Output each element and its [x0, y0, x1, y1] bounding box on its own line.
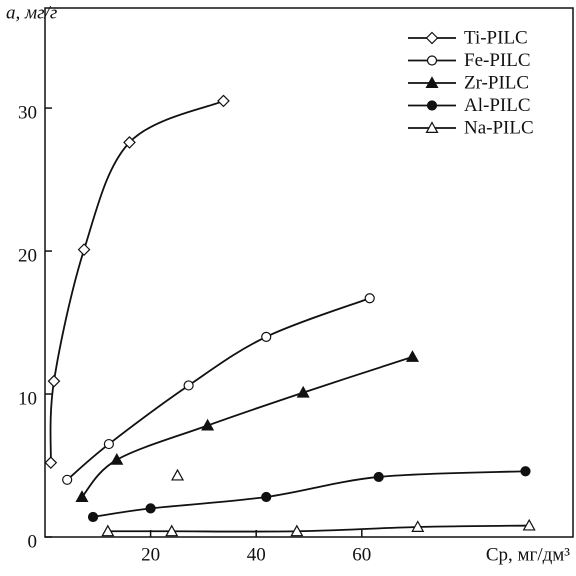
data-point — [373, 471, 384, 483]
data-point — [405, 350, 420, 362]
plot-frame — [44, 7, 574, 538]
data-point — [290, 524, 304, 537]
x-tick-label: 40 — [247, 544, 266, 565]
x-tick-label: 60 — [352, 544, 371, 565]
series-line — [92, 470, 526, 518]
data-point — [261, 491, 272, 503]
data-point — [123, 136, 136, 149]
legend-marker — [426, 100, 438, 111]
data-point — [103, 438, 114, 450]
legend-label: Na-PILC — [464, 117, 534, 138]
y-tick-label: 30 — [18, 102, 37, 123]
data-point — [145, 503, 156, 514]
legend-label: Fe-PILC — [464, 50, 531, 71]
legend-marker — [425, 31, 439, 45]
data-point — [201, 418, 215, 431]
series-line — [81, 355, 413, 498]
data-point — [411, 520, 425, 532]
x-tick-label: 20 — [141, 544, 160, 565]
data-point — [217, 94, 230, 108]
legend-label: Zr-PILC — [464, 72, 529, 93]
data-point — [261, 331, 272, 342]
legend-marker — [425, 121, 439, 133]
y-tick-label: 10 — [18, 388, 37, 409]
data-point — [522, 518, 536, 531]
data-point — [44, 456, 58, 470]
y-axis-label: a, мг/г — [6, 2, 57, 23]
legend-label: Ti-PILC — [464, 27, 528, 48]
y-tick-label: 0 — [28, 531, 38, 552]
legend-label: Al-PILC — [464, 95, 531, 116]
data-point — [62, 474, 73, 485]
data-point — [77, 243, 91, 256]
data-point — [165, 524, 179, 537]
data-point — [171, 468, 185, 481]
y-tick-label: 20 — [18, 245, 37, 266]
legend-marker — [426, 55, 438, 66]
data-point — [87, 511, 99, 523]
data-point — [110, 453, 124, 465]
data-point — [520, 466, 531, 477]
data-point — [296, 385, 310, 398]
series-line — [49, 100, 224, 463]
series-line — [107, 524, 530, 533]
data-point — [75, 490, 89, 502]
data-point — [47, 374, 61, 388]
x-axis-label: Cр, мг/дм³ — [486, 544, 570, 565]
legend-marker — [425, 76, 439, 89]
data-point — [183, 380, 194, 391]
series-line — [66, 297, 371, 481]
data-point — [364, 293, 375, 304]
data-point — [101, 524, 115, 537]
